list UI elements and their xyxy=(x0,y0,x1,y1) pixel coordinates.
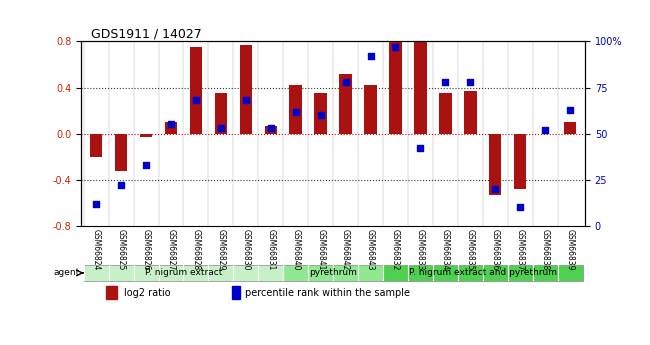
Bar xyxy=(489,134,501,195)
Text: agent: agent xyxy=(54,268,80,277)
Text: log2 ratio: log2 ratio xyxy=(124,288,171,298)
Point xyxy=(216,125,226,131)
Bar xyxy=(464,91,476,134)
Bar xyxy=(414,41,426,134)
Text: GSM66840: GSM66840 xyxy=(291,229,300,270)
Point xyxy=(365,53,376,59)
Bar xyxy=(90,134,103,157)
Text: percentile rank within the sample: percentile rank within the sample xyxy=(245,288,410,298)
Bar xyxy=(240,45,252,134)
Text: GSM66836: GSM66836 xyxy=(491,229,500,270)
Bar xyxy=(214,93,227,134)
Bar xyxy=(389,41,402,134)
Point xyxy=(240,98,251,103)
Point xyxy=(341,79,351,85)
Text: GSM66838: GSM66838 xyxy=(541,229,550,270)
Point xyxy=(141,162,151,168)
FancyBboxPatch shape xyxy=(283,265,383,281)
Point xyxy=(166,122,176,127)
Text: P. nigrum extract: P. nigrum extract xyxy=(145,268,222,277)
Bar xyxy=(439,93,452,134)
Text: GSM66834: GSM66834 xyxy=(441,229,450,270)
Text: P. nigrum extract and pyrethrum: P. nigrum extract and pyrethrum xyxy=(409,268,557,277)
Bar xyxy=(339,74,352,134)
Text: GSM66841: GSM66841 xyxy=(316,229,325,270)
Text: GSM66829: GSM66829 xyxy=(216,229,226,270)
Bar xyxy=(107,286,116,299)
Text: GSM66825: GSM66825 xyxy=(116,229,125,270)
Bar xyxy=(165,122,177,134)
Text: GSM66835: GSM66835 xyxy=(466,229,474,270)
Bar xyxy=(140,134,152,137)
Bar xyxy=(265,126,277,134)
Point xyxy=(91,201,101,207)
Text: GSM66828: GSM66828 xyxy=(192,229,200,270)
Point xyxy=(565,107,575,112)
Point xyxy=(266,125,276,131)
Bar xyxy=(289,85,302,134)
Text: GSM66830: GSM66830 xyxy=(241,229,250,270)
Point xyxy=(315,112,326,118)
Text: GSM66837: GSM66837 xyxy=(515,229,525,270)
Point xyxy=(415,146,426,151)
Bar xyxy=(514,134,526,189)
Bar xyxy=(364,85,377,134)
FancyBboxPatch shape xyxy=(383,265,582,281)
Bar xyxy=(564,122,577,134)
Point xyxy=(440,79,450,85)
Bar xyxy=(233,286,240,299)
Point xyxy=(190,98,201,103)
Text: GSM66832: GSM66832 xyxy=(391,229,400,270)
Point xyxy=(116,183,126,188)
Text: pyrethrum: pyrethrum xyxy=(309,268,357,277)
FancyBboxPatch shape xyxy=(84,265,283,281)
Text: GSM66831: GSM66831 xyxy=(266,229,276,270)
Text: GSM66833: GSM66833 xyxy=(416,229,425,270)
Text: GDS1911 / 14027: GDS1911 / 14027 xyxy=(91,27,202,40)
Point xyxy=(490,186,501,192)
Bar xyxy=(315,93,327,134)
Text: GSM66843: GSM66843 xyxy=(366,229,375,270)
Point xyxy=(465,79,476,85)
Bar xyxy=(115,134,127,170)
Text: GSM66842: GSM66842 xyxy=(341,229,350,270)
Point xyxy=(515,205,525,210)
Bar xyxy=(190,47,202,134)
Point xyxy=(540,127,551,133)
Text: GSM66839: GSM66839 xyxy=(566,229,575,270)
Point xyxy=(291,109,301,114)
Text: GSM66826: GSM66826 xyxy=(142,229,151,270)
Text: GSM66824: GSM66824 xyxy=(92,229,101,270)
Point xyxy=(390,44,400,50)
Text: GSM66827: GSM66827 xyxy=(166,229,176,270)
